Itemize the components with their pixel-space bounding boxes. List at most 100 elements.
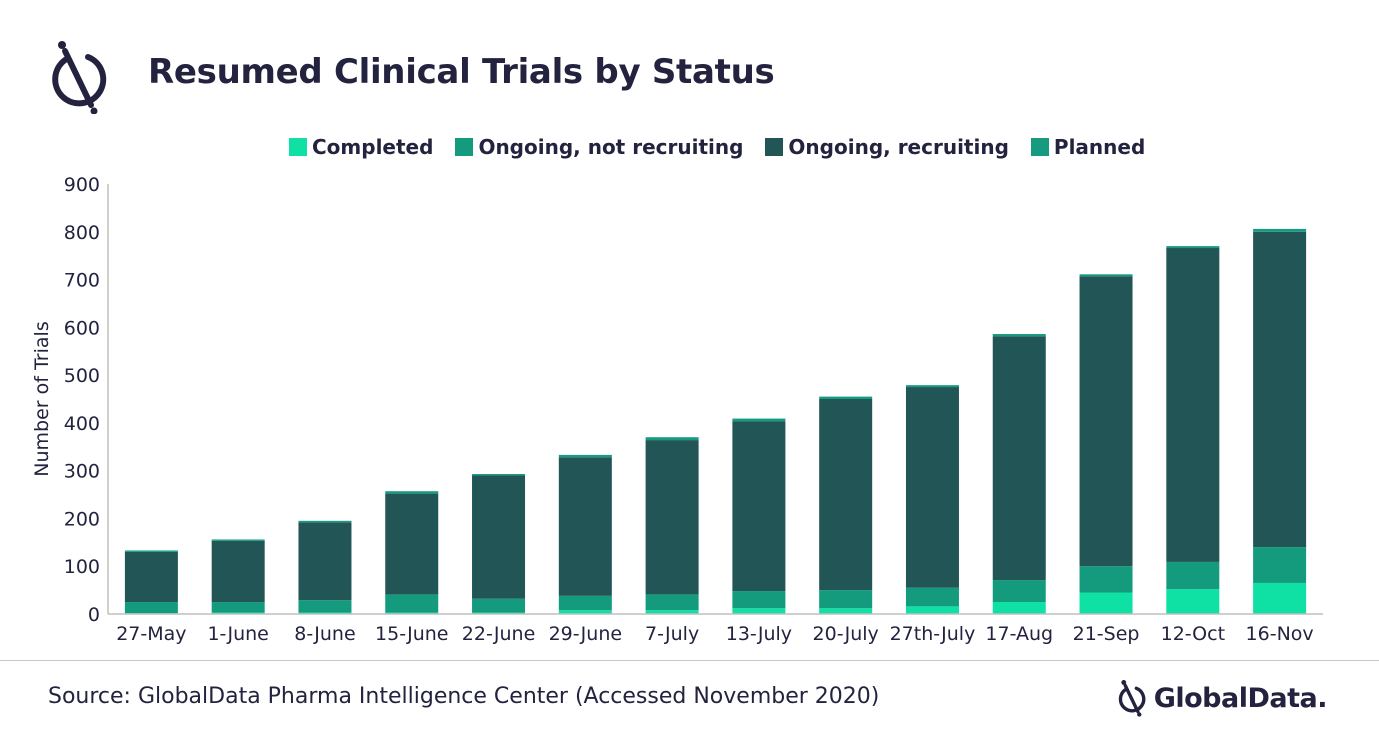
bar-planned-15-june xyxy=(385,491,439,494)
bar-ongoing-recruiting-27th-july xyxy=(905,387,959,588)
legend-item-planned: Planned xyxy=(1030,135,1146,159)
y-axis-label: Number of Trials xyxy=(31,321,53,476)
legend-label-completed: Completed xyxy=(312,135,434,159)
bar-ongoing-not-recruiting-8-june xyxy=(298,600,352,613)
bar-planned-7-july xyxy=(645,437,699,441)
bar-completed-20-july xyxy=(819,608,873,614)
bar-planned-12-oct xyxy=(1166,246,1220,249)
bar-stack-12-oct xyxy=(1166,246,1220,614)
y-tick-label: 200 xyxy=(64,508,100,530)
legend-label-planned: Planned xyxy=(1053,135,1146,159)
bar-stack-8-june xyxy=(298,520,352,614)
x-tick-label: 20-July xyxy=(813,623,879,645)
bar-stack-22-june xyxy=(472,474,526,614)
bar-ongoing-not-recruiting-13-july xyxy=(732,591,786,609)
bar-ongoing-not-recruiting-27-may xyxy=(124,602,178,614)
chart-legend: Completed Ongoing, not recruiting Ongoin… xyxy=(289,134,1167,160)
bar-ongoing-recruiting-22-june xyxy=(472,475,526,599)
bar-stack-27th-july xyxy=(905,385,959,614)
bar-ongoing-not-recruiting-29-june xyxy=(558,595,612,611)
y-tick-label: 700 xyxy=(64,270,100,292)
bar-ongoing-recruiting-1-june xyxy=(211,540,265,603)
footer-divider xyxy=(0,660,1379,661)
x-tick-label: 1-June xyxy=(207,623,268,645)
bar-stack-16-nov xyxy=(1253,228,1307,614)
x-tick-label: 29-June xyxy=(549,623,622,645)
x-tick-label: 15-June xyxy=(375,623,448,645)
bar-planned-27th-july xyxy=(905,385,959,388)
bar-ongoing-not-recruiting-27th-july xyxy=(905,587,959,607)
bar-stack-29-june xyxy=(558,454,612,614)
bar-ongoing-not-recruiting-12-oct xyxy=(1166,561,1220,590)
y-tick-label: 600 xyxy=(64,317,100,339)
chart-title: Resumed Clinical Trials by Status xyxy=(148,52,775,92)
globaldata-brand-icon xyxy=(1118,680,1146,717)
bar-planned-16-nov xyxy=(1253,228,1307,232)
x-tick-label: 21-Sep xyxy=(1073,623,1140,645)
bar-ongoing-not-recruiting-15-june xyxy=(385,594,439,613)
x-tick-label: 27th-July xyxy=(890,623,976,645)
x-tick-label: 12-Oct xyxy=(1161,623,1225,645)
bar-ongoing-recruiting-17-aug xyxy=(992,336,1046,581)
legend-item-ongoing-recruiting: Ongoing, recruiting xyxy=(765,135,1009,159)
bar-ongoing-not-recruiting-1-june xyxy=(211,602,265,613)
bar-ongoing-not-recruiting-22-june xyxy=(472,598,526,613)
bar-ongoing-recruiting-21-sep xyxy=(1079,276,1133,567)
bar-completed-7-july xyxy=(645,610,699,614)
x-tick-label: 17-Aug xyxy=(985,623,1053,645)
y-tick-label: 400 xyxy=(64,413,100,435)
bar-planned-13-july xyxy=(732,418,786,422)
bar-completed-16-nov xyxy=(1253,582,1307,614)
bar-planned-29-june xyxy=(558,454,612,458)
x-tick-label: 27-May xyxy=(116,623,186,645)
bar-ongoing-recruiting-13-july xyxy=(732,421,786,592)
bar-ongoing-not-recruiting-7-july xyxy=(645,594,699,611)
bar-ongoing-recruiting-15-june xyxy=(385,493,439,595)
bar-stack-15-june xyxy=(385,491,439,614)
brand-name: GlobalData. xyxy=(1153,682,1328,714)
legend-swatch-planned xyxy=(1030,138,1049,156)
x-tick-label: 8-June xyxy=(294,623,355,645)
y-tick-label: 800 xyxy=(64,222,100,244)
legend-swatch-completed xyxy=(289,138,307,156)
bar-completed-29-june xyxy=(558,610,612,614)
y-tick-label: 0 xyxy=(88,604,100,626)
bar-ongoing-not-recruiting-17-aug xyxy=(992,580,1046,603)
y-tick-label: 100 xyxy=(64,556,100,578)
y-axis-ticks: 0 100 200 300 400 500 600 700 800 900 xyxy=(64,174,100,626)
globaldata-logo-icon xyxy=(52,41,107,114)
bar-completed-21-sep xyxy=(1079,592,1133,614)
source-note: Source: GlobalData Pharma Intelligence C… xyxy=(48,684,880,709)
x-tick-label: 13-July xyxy=(726,623,792,645)
y-tick-label: 900 xyxy=(64,174,100,196)
legend-label-ongoing-recruiting: Ongoing, recruiting xyxy=(788,135,1009,159)
bar-planned-1-june xyxy=(211,539,265,541)
legend-swatch-ongoing-recruiting xyxy=(765,138,784,156)
bar-stack-1-june xyxy=(211,539,265,614)
bar-ongoing-recruiting-27-may xyxy=(124,551,178,603)
legend-item-ongoing-not-recruiting: Ongoing, not recruiting xyxy=(455,135,743,159)
bar-completed-13-july xyxy=(732,608,786,614)
bar-ongoing-recruiting-29-june xyxy=(558,457,612,596)
bar-ongoing-not-recruiting-21-sep xyxy=(1079,566,1133,593)
bar-completed-17-aug xyxy=(992,602,1046,614)
bar-ongoing-not-recruiting-16-nov xyxy=(1253,547,1307,583)
chart-bars xyxy=(124,228,1307,614)
bar-stack-21-sep xyxy=(1079,274,1133,614)
bar-stack-13-july xyxy=(732,418,786,614)
bar-completed-12-oct xyxy=(1166,589,1220,614)
legend-swatch-ongoing-not-recruiting xyxy=(455,138,474,156)
x-tick-label: 22-June xyxy=(462,623,535,645)
x-axis-ticks: 27-May 1-June 8-June 15-June 22-June 29-June 7… xyxy=(116,623,1313,645)
y-tick-label: 300 xyxy=(64,461,100,483)
bar-stack-17-aug xyxy=(992,334,1046,614)
bar-ongoing-recruiting-20-july xyxy=(819,399,873,591)
bar-ongoing-recruiting-16-nov xyxy=(1253,231,1307,548)
legend-label-ongoing-not-recruiting: Ongoing, not recruiting xyxy=(478,135,744,159)
bar-ongoing-recruiting-12-oct xyxy=(1166,248,1220,562)
stacked-bar-chart: 0 100 200 300 400 500 600 700 800 900 27-May 1-Jun… xyxy=(31,174,1323,645)
bar-ongoing-not-recruiting-20-july xyxy=(819,590,873,609)
bar-stack-20-july xyxy=(819,396,873,614)
bar-stack-7-july xyxy=(645,437,699,614)
bar-ongoing-recruiting-8-june xyxy=(298,522,352,601)
